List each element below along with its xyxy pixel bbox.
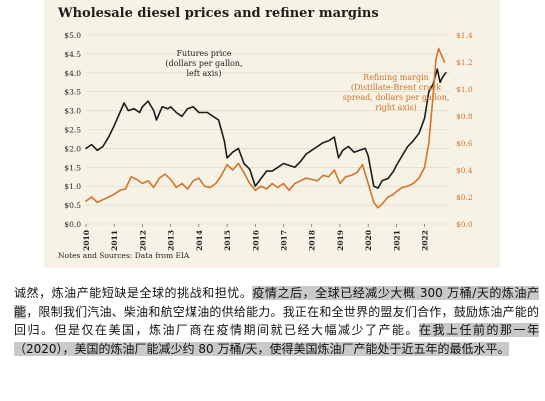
y-left-tick-label: $1.5 [64, 163, 81, 172]
futures-annotation-line: (dollars per gallon, [165, 59, 243, 68]
refining-annotation-line: (Distillate-Brent crack [350, 83, 442, 92]
y-left-tick-label: $5.0 [64, 31, 81, 40]
x-tick-label: 2013 [167, 230, 176, 251]
futures-annotation-line: left axis) [186, 69, 222, 78]
x-tick-label: 2017 [280, 230, 289, 251]
y-left-tick-label: $0.5 [64, 201, 81, 210]
refining-annotation-line: spread, dollars per gallon, [342, 93, 450, 102]
y-right-tick-label: $1.0 [456, 85, 473, 94]
y-right-tick-label: $0.4 [456, 166, 473, 175]
x-tick-label: 2020 [364, 230, 373, 251]
y-left-tick-label: $4.0 [64, 69, 81, 78]
chart-title: Wholesale diesel prices and refiner marg… [58, 6, 379, 21]
chart-canvas: $0.0 $0.5 $1.0 $1.5 $2.0 $2.5 $3.0 $3.5 $4.0 $4.5… [64, 31, 473, 251]
y-right-tick-label: $1.2 [456, 58, 473, 67]
y-right-tick-label: $0.8 [456, 112, 473, 121]
refining-annotation-line: Refining margin [363, 73, 429, 82]
x-tick-label: 2011 [110, 230, 119, 251]
y-left-tick-label: $2.0 [64, 144, 81, 153]
paragraph-text: ，限制我们汽油、柴油和航空煤油的供给能力。我正在和全世界的盟友们合作，鼓励炼油产… [14, 304, 539, 338]
y-left-tick-label: $0.0 [64, 220, 81, 229]
y-left-tick-label: $2.5 [64, 126, 81, 135]
futures-annotation: Futures price (dollars per gallon, left … [148, 49, 260, 79]
y-right-tick-label: $0.2 [456, 193, 473, 202]
y-left-tick-label: $1.0 [64, 182, 81, 191]
chart-figure: $0.0 $0.5 $1.0 $1.5 $2.0 $2.5 $3.0 $3.5 $4.0 $4.5… [44, 0, 500, 268]
chart-source-note: Notes and Sources: Data from EIA [58, 251, 190, 260]
y-right-tick-label: $0.6 [456, 139, 473, 148]
y-left-tick-label: $4.5 [64, 50, 81, 59]
refining-annotation-line: right axis) [375, 103, 417, 112]
y-left-tick-label: $3.5 [64, 88, 81, 97]
x-tick-label: 2012 [138, 230, 147, 251]
y-right-tick-label: $1.4 [456, 31, 473, 40]
x-tick-label: 2021 [392, 230, 401, 251]
y-right-tick-label: $0.0 [456, 220, 473, 229]
futures-price-line [85, 68, 447, 189]
x-tick-label: 2016 [251, 230, 260, 251]
x-tick-label: 2014 [195, 230, 204, 251]
x-tick-label: 2018 [308, 230, 317, 251]
refining-margin-line [85, 47, 446, 209]
x-tick-label: 2010 [82, 230, 91, 251]
futures-annotation-line: Futures price [176, 49, 232, 58]
body-paragraph: 诚然，炼油产能短缺是全球的挑战和担忧。疫情之后，全球已经减少大概 300 万桶/… [0, 284, 545, 358]
x-tick-label: 2019 [336, 230, 345, 251]
refining-annotation: Refining margin (Distillate-Brent crack … [330, 73, 462, 113]
x-tick-label: 2015 [223, 230, 232, 251]
paragraph-text: 诚然，炼油产能短缺是全球的挑战和担忧。 [14, 286, 253, 300]
y-left-tick-label: $3.0 [64, 107, 81, 116]
x-tick-label: 2022 [421, 230, 430, 251]
